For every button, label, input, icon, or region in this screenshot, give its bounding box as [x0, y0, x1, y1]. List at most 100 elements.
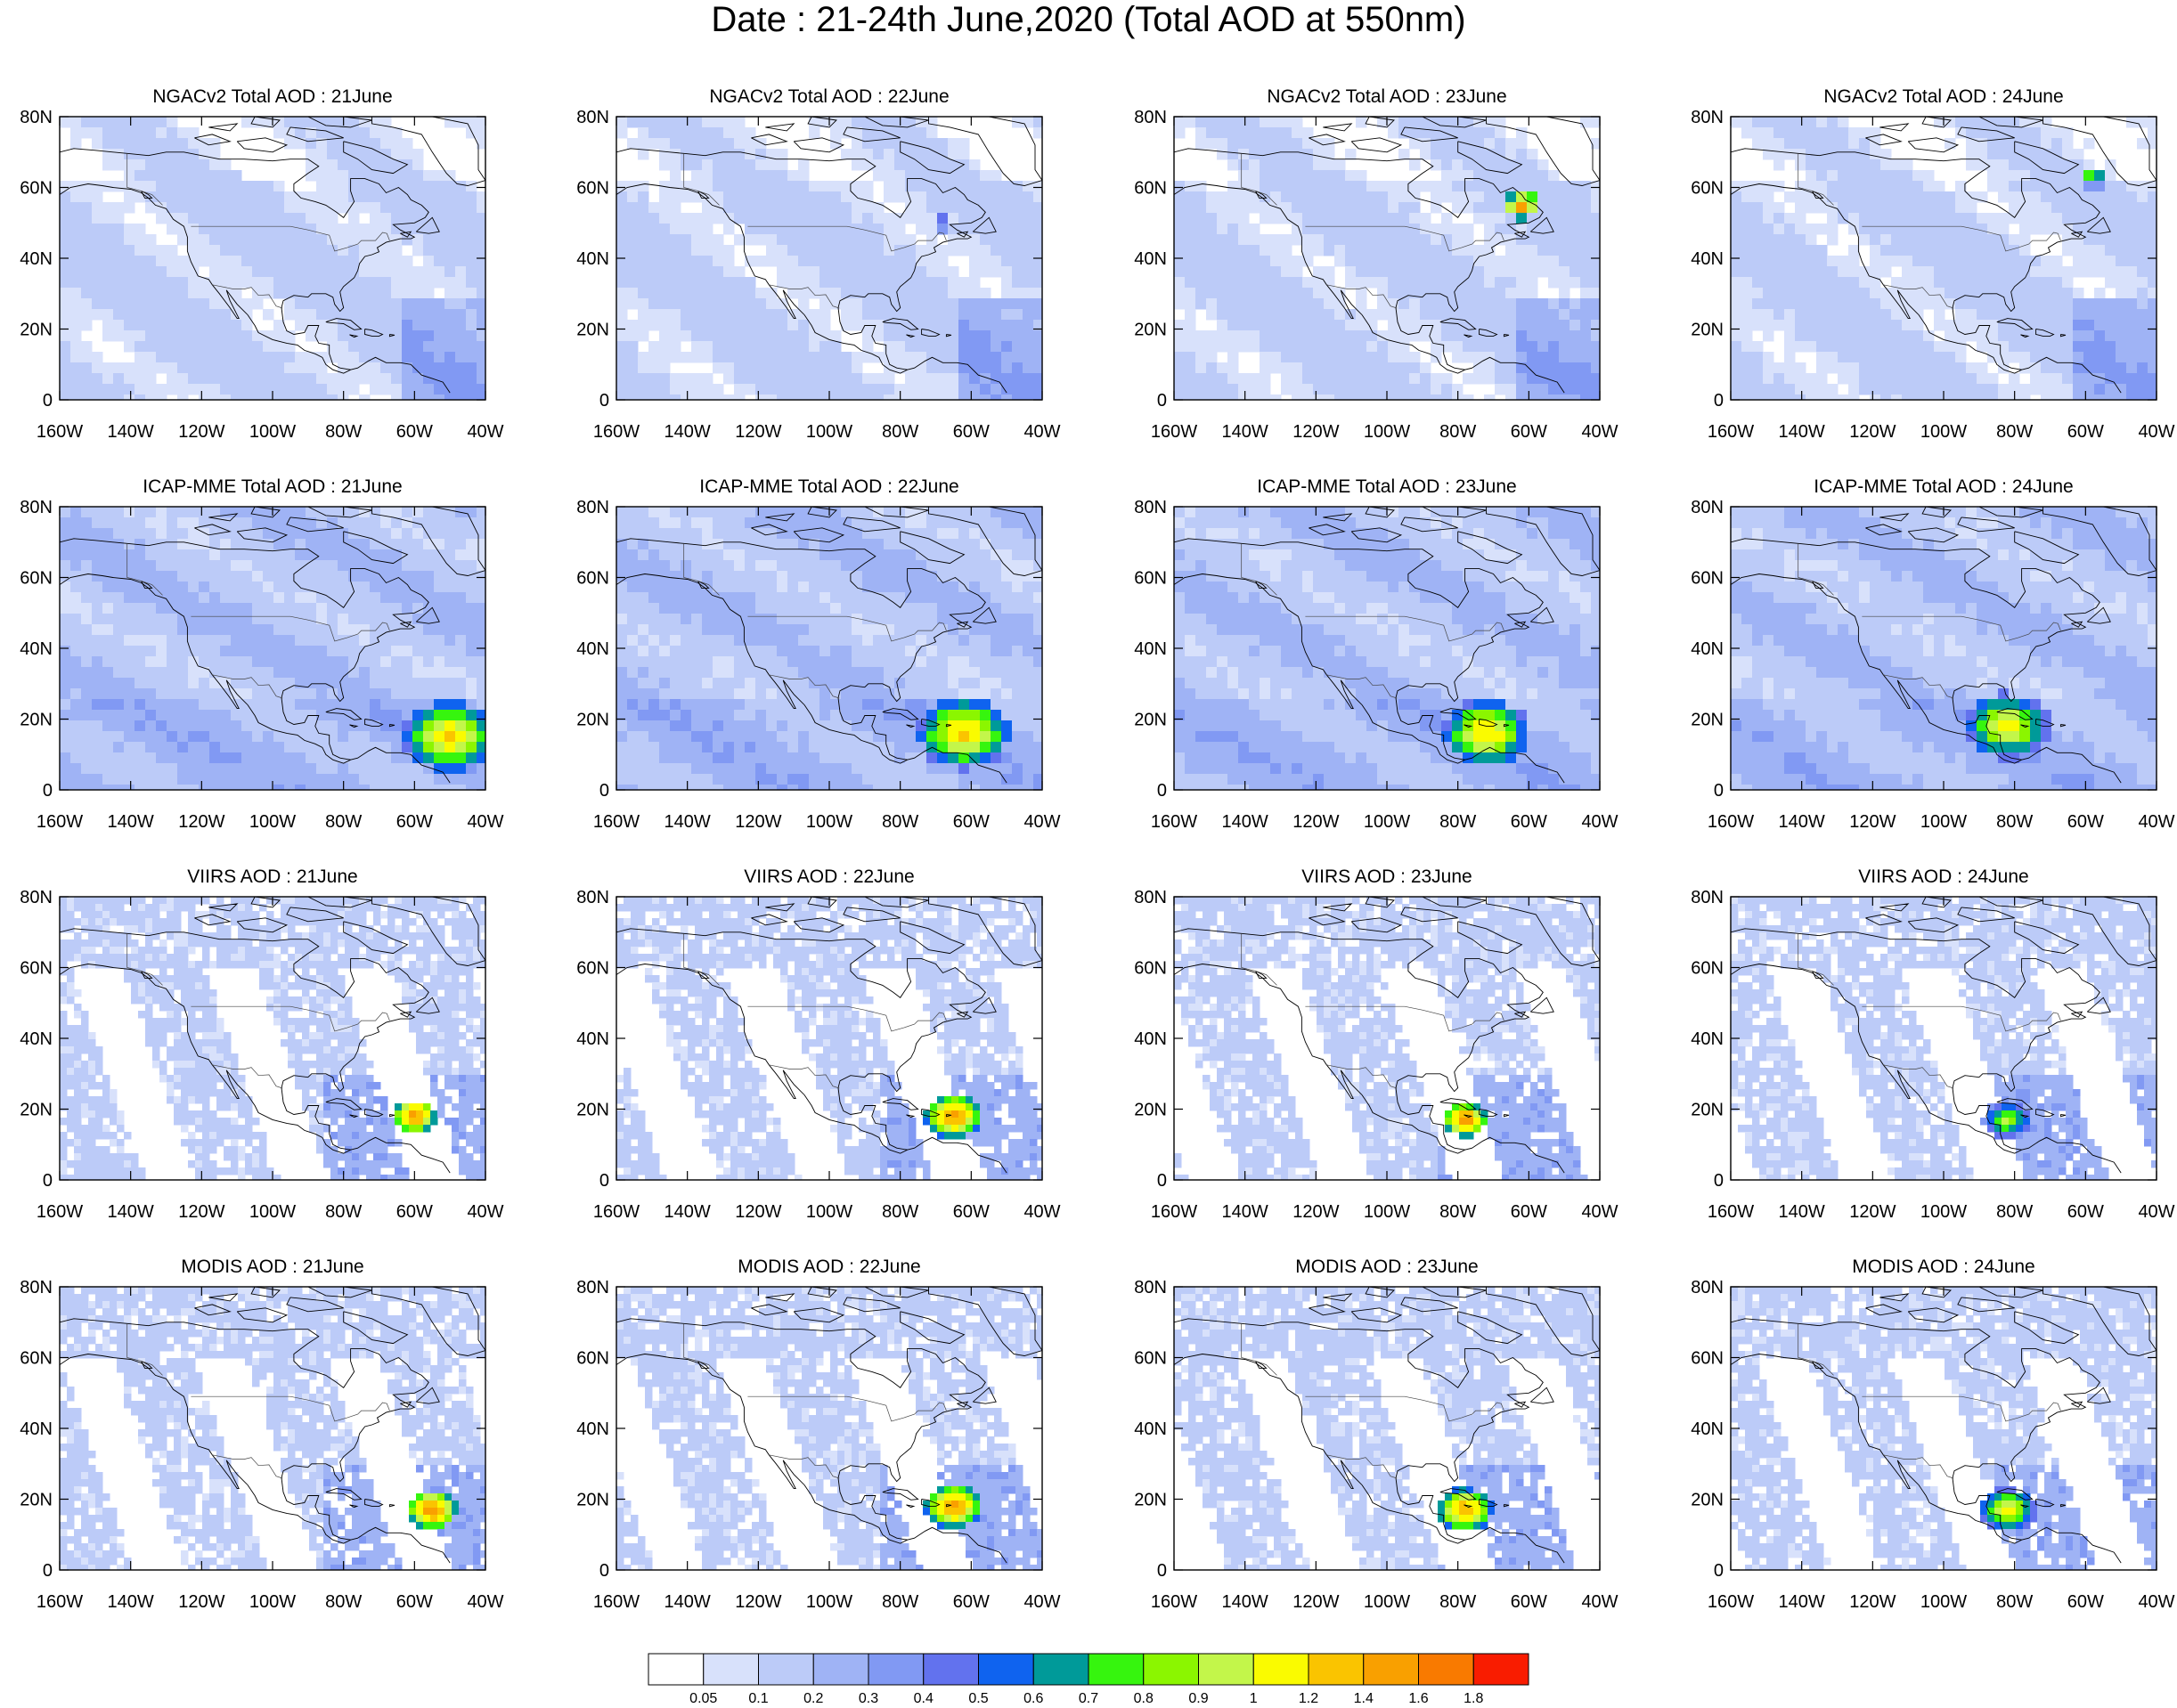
- lat-tick-label: 80N: [1134, 888, 1167, 907]
- aod-field: [1174, 507, 1600, 790]
- lon-tick-label: 40W: [467, 1592, 503, 1612]
- lon-tick-label: 120W: [1292, 1202, 1339, 1222]
- lon-tick-label: 140W: [665, 1202, 711, 1222]
- lon-tick-label: 120W: [735, 1202, 781, 1222]
- aod-field: [1731, 1287, 2157, 1570]
- lat-tick-label: 40N: [1691, 1419, 1724, 1439]
- map-panel: NGACv2 Total AOD : 24June 0 20N 40N 60N 80N 16…: [1691, 86, 2174, 442]
- lat-tick-label: 40N: [1691, 1029, 1724, 1049]
- coastlines: [1731, 117, 2157, 394]
- lon-tick-label: 140W: [1779, 1202, 1825, 1222]
- lon-tick-label: 140W: [108, 422, 154, 442]
- lat-tick-label: 0: [1714, 1171, 1724, 1191]
- lat-tick-label: 60N: [20, 179, 53, 199]
- lon-tick-label: 40W: [1581, 1202, 1618, 1222]
- lon-tick-label: 140W: [1222, 812, 1268, 832]
- colorbar: 0.05 0.1 0.2 0.3 0.4 0.5 0.6 0.7 0.8 0.9 1 1.2 1.4 1.…: [648, 1653, 1529, 1706]
- lon-tick-label: 80W: [325, 422, 362, 442]
- lon-tick-label: 100W: [806, 1202, 852, 1222]
- lat-tick-label: 80N: [576, 108, 609, 127]
- lat-tick-label: 60N: [20, 959, 53, 979]
- panel-title: VIIRS AOD : 21June: [187, 866, 357, 887]
- lon-tick-label: 60W: [953, 1202, 990, 1222]
- panel-title: ICAP-MME Total AOD : 21June: [143, 476, 402, 497]
- lat-tick-label: 20N: [20, 321, 53, 340]
- lon-tick-label: 100W: [1364, 422, 1410, 442]
- lon-tick-label: 40W: [1023, 422, 1060, 442]
- lon-tick-label: 40W: [1581, 422, 1618, 442]
- lat-tick-label: 0: [1157, 1171, 1167, 1191]
- coastlines: [1174, 1287, 1600, 1564]
- lon-tick-label: 60W: [396, 812, 433, 832]
- lon-tick-label: 140W: [1779, 1592, 1825, 1612]
- coastlines: [1731, 1287, 2157, 1564]
- lat-tick-label: 40N: [1134, 1029, 1167, 1049]
- aod-field: [1731, 117, 2157, 400]
- colorbar-label: 0.3: [859, 1691, 878, 1706]
- lon-tick-label: 160W: [593, 1592, 640, 1612]
- lat-tick-label: 0: [599, 1171, 609, 1191]
- map-panel: NGACv2 Total AOD : 23June 0 20N 40N 60N 80N 16…: [1134, 86, 1618, 442]
- lat-tick-label: 20N: [1691, 711, 1724, 730]
- political-borders: [1798, 1323, 2061, 1479]
- lon-tick-label: 40W: [467, 422, 503, 442]
- lat-tick-label: 40N: [1134, 1419, 1167, 1439]
- lon-tick-label: 140W: [665, 422, 711, 442]
- map-panels: NGACv2 Total AOD : 21June 0 20N 40N 60N 80N 16…: [20, 86, 2174, 1612]
- lat-tick-label: 20N: [1691, 1101, 1724, 1120]
- lon-tick-label: 100W: [1364, 812, 1410, 832]
- lon-tick-label: 100W: [1920, 422, 1967, 442]
- political-borders: [1241, 1323, 1504, 1479]
- political-borders: [683, 933, 947, 1089]
- lon-tick-label: 100W: [1364, 1592, 1410, 1612]
- lon-tick-label: 140W: [1779, 422, 1825, 442]
- colorbar-swatch: [1088, 1653, 1145, 1686]
- lon-tick-label: 120W: [1292, 1592, 1339, 1612]
- lon-tick-label: 80W: [882, 812, 918, 832]
- coastlines: [616, 507, 1042, 784]
- map-panel: MODIS AOD : 23June 0 20N 40N 60N 80N 160W 140W 1…: [1134, 1257, 1618, 1612]
- coastlines: [616, 897, 1042, 1174]
- colorbar-label: 0.6: [1023, 1691, 1043, 1706]
- colorbar-swatch: [758, 1653, 814, 1686]
- colorbar-swatch: [1308, 1653, 1365, 1686]
- panel-title: NGACv2 Total AOD : 23June: [1267, 86, 1506, 107]
- lat-tick-label: 60N: [20, 569, 53, 589]
- coastlines: [1174, 897, 1600, 1174]
- panel-title: ICAP-MME Total AOD : 23June: [1257, 476, 1516, 497]
- lon-tick-label: 100W: [1920, 1592, 1967, 1612]
- lat-tick-label: 60N: [1691, 569, 1724, 589]
- lon-tick-label: 120W: [735, 812, 781, 832]
- colorbar-label: 0.05: [689, 1691, 717, 1706]
- lon-tick-label: 120W: [178, 812, 224, 832]
- lon-tick-label: 40W: [2138, 422, 2174, 442]
- colorbar-label: 1.8: [1464, 1691, 1483, 1706]
- colorbar-swatch: [868, 1653, 925, 1686]
- political-borders: [1798, 153, 2061, 309]
- colorbar-label: 0.1: [748, 1691, 768, 1706]
- lon-tick-label: 40W: [2138, 1592, 2174, 1612]
- lon-tick-label: 160W: [1708, 812, 1754, 832]
- political-borders: [1798, 543, 2061, 699]
- colorbar-label: 0.5: [968, 1691, 988, 1706]
- lat-tick-label: 0: [599, 391, 609, 411]
- lon-tick-label: 80W: [325, 1202, 362, 1222]
- panel-title: VIIRS AOD : 23June: [1301, 866, 1472, 887]
- lon-tick-label: 160W: [37, 1592, 83, 1612]
- lat-tick-label: 20N: [1134, 1491, 1167, 1510]
- lon-tick-label: 80W: [1439, 422, 1476, 442]
- map-panel: VIIRS AOD : 21June 0 20N 40N 60N 80N 160W 140W 1…: [20, 866, 503, 1222]
- panel-title: ICAP-MME Total AOD : 24June: [1814, 476, 2073, 497]
- lat-tick-label: 0: [43, 1561, 53, 1581]
- aod-field: [1731, 897, 2157, 1180]
- coastlines: [616, 1287, 1042, 1564]
- lon-tick-label: 40W: [1023, 1202, 1060, 1222]
- lat-tick-label: 60N: [1691, 1349, 1724, 1369]
- lon-tick-label: 60W: [2067, 422, 2104, 442]
- lon-tick-label: 120W: [1849, 1592, 1896, 1612]
- lon-tick-label: 80W: [1996, 1592, 2033, 1612]
- lat-tick-label: 20N: [576, 711, 609, 730]
- lon-tick-label: 160W: [1708, 1202, 1754, 1222]
- aod-field: [60, 117, 485, 400]
